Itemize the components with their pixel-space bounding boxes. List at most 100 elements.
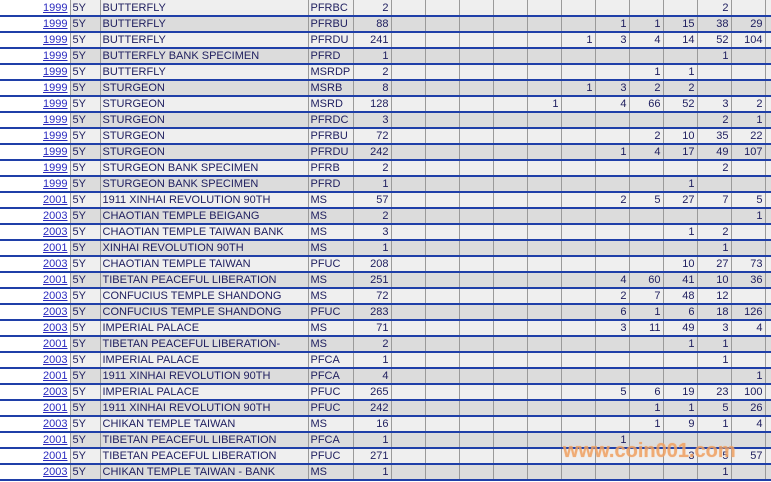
cell-year[interactable]: 2003 xyxy=(0,304,71,321)
cell-year[interactable]: 2001 xyxy=(0,336,71,353)
cell-grade-count xyxy=(731,352,766,369)
cell-year[interactable]: 1999 xyxy=(0,0,71,17)
cell-grade-count xyxy=(493,80,528,97)
year-link[interactable]: 2003 xyxy=(43,386,68,398)
year-link[interactable]: 2003 xyxy=(43,210,68,222)
cell-year[interactable]: 1999 xyxy=(0,32,71,49)
year-link[interactable]: 2001 xyxy=(43,338,68,350)
cell-year[interactable]: 1999 xyxy=(0,16,71,33)
table-row[interactable]: 2003 5Y CHIKAN TEMPLE TAIWAN - BANK MS 1 1 xyxy=(0,464,771,481)
table-row[interactable]: 1999 5Y STURGEON MSRB 8 1 3 2 2 xyxy=(0,80,771,97)
table-row[interactable]: 2001 5Y XINHAI REVOLUTION 90TH MS 1 1 xyxy=(0,240,771,257)
cell-year[interactable]: 2001 xyxy=(0,272,71,289)
cell-year[interactable]: 2001 xyxy=(0,432,71,449)
cell-year[interactable]: 2003 xyxy=(0,224,71,241)
year-link[interactable]: 1999 xyxy=(43,66,68,78)
table-row[interactable]: 1999 5Y STURGEON BANK SPECIMEN PFRB 2 2 xyxy=(0,160,771,177)
cell-year[interactable]: 2003 xyxy=(0,384,71,401)
cell-grade-count xyxy=(493,256,528,273)
year-link[interactable]: 2003 xyxy=(43,226,68,238)
table-row[interactable]: 1999 5Y BUTTERFLY BANK SPECIMEN PFRD 1 1 xyxy=(0,48,771,65)
year-link[interactable]: 1999 xyxy=(43,1,68,14)
table-row[interactable]: 2003 5Y IMPERIAL PALACE PFCA 1 1 xyxy=(0,352,771,369)
cell-year[interactable]: 2001 xyxy=(0,448,71,465)
table-row[interactable]: 1999 5Y STURGEON BANK SPECIMEN PFRD 1 1 xyxy=(0,176,771,193)
year-link[interactable]: 1999 xyxy=(43,114,68,126)
year-link[interactable]: 2003 xyxy=(43,418,68,430)
cell-year[interactable]: 2001 xyxy=(0,368,71,385)
year-link[interactable]: 2001 xyxy=(43,402,68,414)
year-link[interactable]: 1999 xyxy=(43,18,68,30)
cell-year[interactable]: 2003 xyxy=(0,464,71,481)
cell-grade-count xyxy=(459,208,494,225)
table-row[interactable]: 19995YSTURGEONPFRDU242141749107631 xyxy=(0,144,771,161)
table-row[interactable]: 2003 5Y CHAOTIAN TEMPLE TAIWAN PFUC 208 10 27 7… xyxy=(0,256,771,273)
year-link[interactable]: 2003 xyxy=(43,322,68,334)
table-row[interactable]: 2001 5Y 1911 XINHAI REVOLUTION 90TH PFUC 242… xyxy=(0,400,771,417)
table-row[interactable]: 2001 5Y TIBETAN PEACEFUL LIBERATION MS 251 4 6… xyxy=(0,272,771,289)
year-link[interactable]: 2003 xyxy=(43,354,68,366)
cell-year[interactable]: 2001 xyxy=(0,400,71,417)
year-link[interactable]: 2001 xyxy=(43,450,68,462)
year-link[interactable]: 2001 xyxy=(43,194,68,206)
year-link[interactable]: 2001 xyxy=(43,370,68,382)
cell-year[interactable]: 1999 xyxy=(0,48,71,65)
table-row[interactable]: 2001 5Y TIBETAN PEACEFUL LIBERATION- MS 2 1 1 xyxy=(0,336,771,353)
year-link[interactable]: 1999 xyxy=(43,146,68,158)
cell-year[interactable]: 1999 xyxy=(0,80,71,97)
table-row[interactable]: 2003 5Y CHAOTIAN TEMPLE TAIWAN BANK MS 3 1 2 xyxy=(0,224,771,241)
year-link[interactable]: 2003 xyxy=(43,306,68,318)
year-link[interactable]: 1999 xyxy=(43,162,68,174)
year-link[interactable]: 2003 xyxy=(43,466,68,478)
cell-year[interactable]: 2003 xyxy=(0,320,71,337)
year-link[interactable]: 1999 xyxy=(43,50,68,62)
table-row[interactable]: 19995YBUTTERFLYPFRBU88111538294 xyxy=(0,16,771,33)
cell-year[interactable]: 1999 xyxy=(0,128,71,145)
table-row[interactable]: 1999 5Y STURGEON MSRD 128 1 4 66 52 3 2 xyxy=(0,96,771,113)
cell-year[interactable]: 1999 xyxy=(0,176,71,193)
table-row[interactable]: 2003 5Y CONFUCIUS TEMPLE SHANDONG MS 72 2 7 48 1… xyxy=(0,288,771,305)
year-link[interactable]: 2001 xyxy=(43,434,68,446)
year-link[interactable]: 1999 xyxy=(43,82,68,94)
year-link[interactable]: 2001 xyxy=(43,242,68,254)
cell-grade-count xyxy=(425,144,460,161)
year-link[interactable]: 2003 xyxy=(43,290,68,302)
cell-year[interactable]: 2003 xyxy=(0,416,71,433)
year-link[interactable]: 2003 xyxy=(43,258,68,270)
table-row[interactable]: 1999 5Y BUTTERFLY MSRDP 2 1 1 xyxy=(0,64,771,81)
cell-grade-code: PFCA xyxy=(308,432,354,449)
table-row[interactable]: 1999 5Y STURGEON PFRDC 3 2 1 xyxy=(0,112,771,129)
year-link[interactable]: 1999 xyxy=(43,98,68,110)
cell-year[interactable]: 1999 xyxy=(0,112,71,129)
cell-year[interactable]: 1999 xyxy=(0,96,71,113)
cell-grade-count xyxy=(561,96,596,113)
cell-year[interactable]: 2001 xyxy=(0,240,71,257)
table-row[interactable]: 2001 5Y TIBETAN PEACEFUL LIBERATION PFCA 1 1 xyxy=(0,432,771,449)
cell-coin-name: STURGEON xyxy=(100,112,309,129)
cell-year[interactable]: 1999 xyxy=(0,64,71,81)
cell-grade-count: 1 xyxy=(663,336,698,353)
cell-year[interactable]: 1999 xyxy=(0,160,71,177)
cell-year[interactable]: 2003 xyxy=(0,352,71,369)
cell-year[interactable]: 2003 xyxy=(0,256,71,273)
cell-year[interactable]: 2003 xyxy=(0,208,71,225)
year-link[interactable]: 2001 xyxy=(43,274,68,286)
year-link[interactable]: 1999 xyxy=(43,130,68,142)
table-row[interactable]: 1999 5Y BUTTERFLY PFRBC 2 2 xyxy=(0,0,771,17)
table-row[interactable]: 2001 5Y TIBETAN PEACEFUL LIBERATION PFUC 271… xyxy=(0,448,771,465)
cell-year[interactable]: 1999 xyxy=(0,144,71,161)
cell-year[interactable]: 2003 xyxy=(0,288,71,305)
table-row[interactable]: 2001 5Y 1911 XINHAI REVOLUTION 90TH MS 57 2 5 2… xyxy=(0,192,771,209)
year-link[interactable]: 1999 xyxy=(43,178,68,190)
cell-grade-count xyxy=(663,352,698,369)
table-row[interactable]: 2003 5Y CONFUCIUS TEMPLE SHANDONG PFUC 283 6 1… xyxy=(0,304,771,321)
cell-year[interactable]: 2001 xyxy=(0,192,71,209)
year-link[interactable]: 1999 xyxy=(43,34,68,46)
